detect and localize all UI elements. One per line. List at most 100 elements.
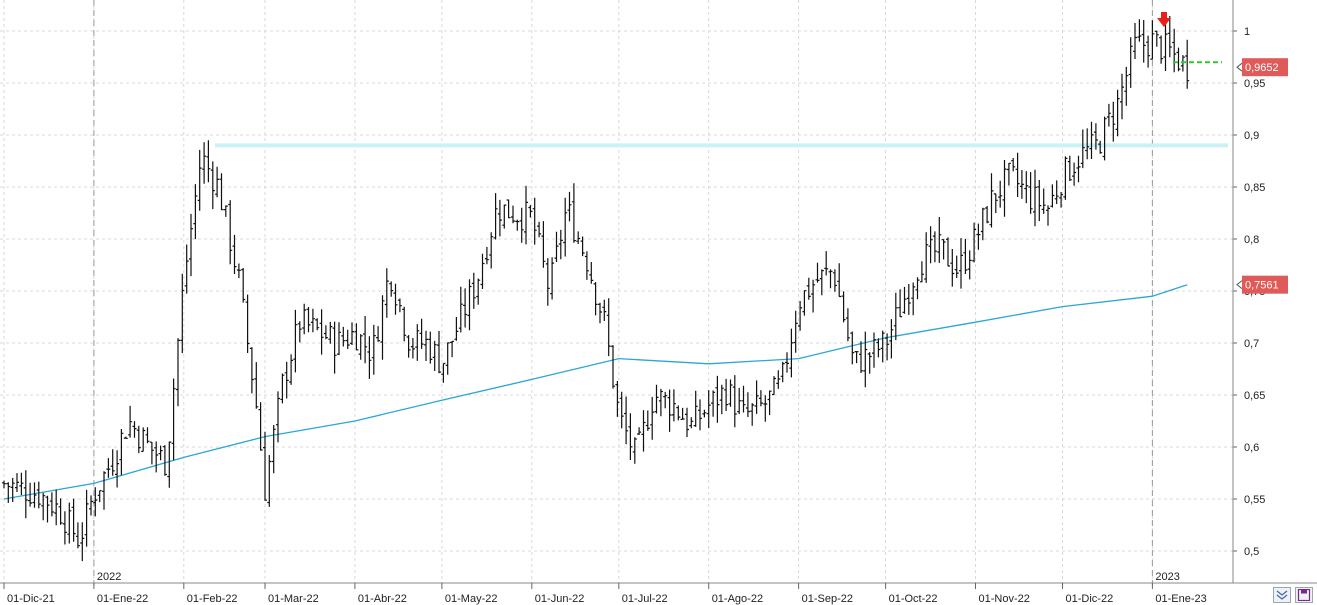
ohlc-bar	[972, 222, 977, 263]
ohlc-bar	[1133, 23, 1137, 59]
ohlc-bar	[598, 302, 602, 324]
ohlc-bar	[106, 458, 111, 478]
ohlc-bar	[515, 219, 520, 231]
ohlc-bar	[354, 323, 359, 351]
x-tick-label: 01-Feb-22	[187, 593, 238, 605]
y-gridlines	[0, 30, 1233, 552]
y-tick-label: 0,5	[1244, 546, 1259, 558]
ohlc-bar	[241, 268, 246, 303]
ohlc-bar	[1111, 101, 1116, 142]
ohlc-bar	[841, 291, 846, 323]
ohlc-bar	[537, 221, 542, 238]
ohlc-bar	[584, 251, 589, 280]
ohlc-bar	[567, 191, 572, 222]
ohlc-bar	[832, 269, 837, 292]
ohlc-bar	[698, 399, 702, 431]
ohlc-bar	[141, 427, 146, 452]
ohlc-bar	[750, 403, 755, 426]
double-chevron-down-icon	[1276, 590, 1288, 600]
x-tick-label: 01-Ene-23	[1155, 593, 1206, 605]
ohlc-bar	[315, 318, 320, 331]
ohlc-bar	[1080, 129, 1085, 169]
ohlc-bar	[432, 340, 437, 371]
ohlc-bar	[149, 441, 154, 465]
ohlc-bar	[946, 237, 950, 267]
ohlc-bar	[310, 308, 315, 333]
ohlc-bar	[393, 283, 398, 315]
ohlc-bar	[837, 263, 842, 298]
ohlc-bar	[889, 319, 894, 359]
ohlc-bar	[1150, 20, 1155, 60]
ohlc-bar	[54, 489, 59, 526]
ohlc-bar	[302, 303, 307, 335]
ohlc-bar	[276, 391, 280, 443]
ohlc-bar	[550, 257, 555, 300]
last-price-pointer-icon	[1236, 62, 1243, 72]
moving-average-line	[3, 284, 1188, 500]
ohlc-bar	[693, 390, 698, 427]
ohlc-bar	[528, 205, 533, 218]
ohlc-bar	[254, 362, 259, 409]
ohlc-bar	[297, 321, 302, 343]
ohlc-bar	[419, 318, 424, 349]
ohlc-bar	[223, 205, 228, 217]
ohlc-bar	[28, 482, 33, 507]
ohlc-bar	[880, 330, 885, 363]
ohlc-bar	[1089, 121, 1094, 159]
ohlc-bar	[245, 294, 250, 353]
ohlc-bar	[384, 268, 389, 318]
save-button[interactable]	[1295, 587, 1313, 603]
y-tick-label: 0,9	[1244, 130, 1259, 142]
ohlc-bar	[511, 205, 515, 224]
ohlc-bar	[524, 185, 528, 245]
ohlc-bar	[15, 473, 19, 492]
ohlc-bar	[641, 410, 646, 452]
save-icon	[1297, 589, 1311, 601]
year-label-2022: 2022	[97, 571, 121, 583]
y-tick-label: 0,7	[1244, 338, 1259, 350]
ohlc-bar	[289, 354, 294, 385]
moving-average-tag: 0,7561	[1236, 275, 1288, 294]
ohlc-bar	[71, 498, 76, 542]
ohlc-bar	[802, 290, 807, 316]
x-tick-label: 01-Ene-22	[97, 593, 148, 605]
ohlc-bar	[902, 286, 907, 314]
ohlc-bar	[741, 385, 746, 413]
ohlc-bar	[350, 322, 354, 345]
ohlc-bar	[424, 330, 428, 361]
ohlc-bar	[919, 261, 924, 283]
ohlc-bar	[1163, 22, 1168, 71]
ohlc-bar	[911, 282, 916, 316]
x-tick-label: 01-Nov-22	[979, 593, 1030, 605]
ohlc-bar	[611, 345, 615, 389]
ohlc-bar	[437, 331, 441, 374]
x-tick-label: 01-Sep-22	[802, 593, 853, 605]
ohlc-bar	[97, 490, 102, 503]
ohlc-bar	[728, 379, 733, 407]
ohlc-bar	[932, 231, 937, 263]
last-price-tag-box	[1242, 58, 1288, 77]
ohlc-bar	[176, 338, 180, 407]
ohlc-bar	[84, 489, 89, 547]
ohlc-bar	[441, 362, 446, 383]
ohlc-bar	[249, 347, 254, 394]
ohlc-bar	[1128, 37, 1133, 88]
ohlc-bar	[1180, 55, 1185, 72]
ohlc-bar	[867, 352, 872, 374]
collapse-button[interactable]	[1273, 587, 1291, 603]
ohlc-bar	[1067, 155, 1072, 181]
ohlc-bar	[119, 429, 124, 476]
ohlc-bar	[93, 487, 98, 517]
ohlc-bar	[337, 322, 341, 356]
ohlc-bar	[950, 249, 955, 287]
ohlc-bar	[532, 197, 537, 245]
ohlc-bar	[293, 309, 298, 373]
ohlc-bar	[467, 279, 472, 331]
ohlc-bar	[680, 407, 685, 420]
ohlc-bar	[654, 384, 659, 414]
ohlc-bar	[215, 166, 220, 198]
ohlc-bar	[998, 180, 1003, 208]
ohlc-bar	[758, 390, 763, 407]
ohlc-bar	[1115, 89, 1120, 137]
ohlc-bar	[715, 375, 720, 423]
